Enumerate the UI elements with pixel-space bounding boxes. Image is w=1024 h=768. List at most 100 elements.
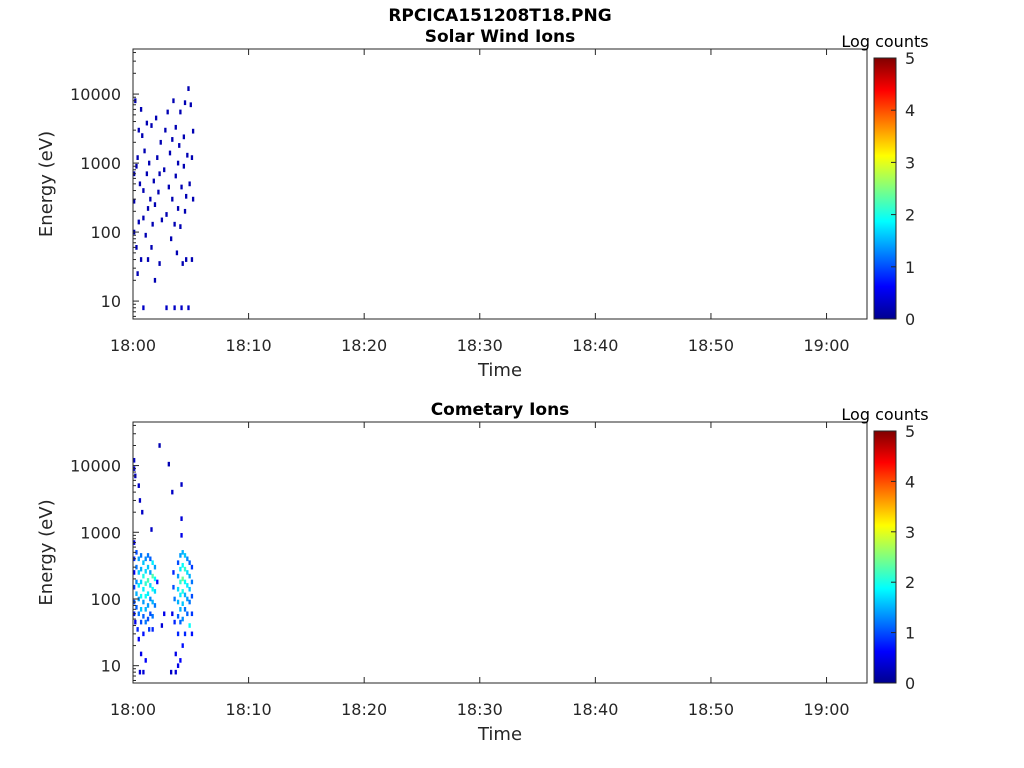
heatmap-cell (174, 124, 177, 130)
heatmap-cell (182, 134, 186, 140)
heatmap-cell (169, 236, 173, 242)
heatmap-cell (173, 221, 176, 227)
heatmap-cell (166, 109, 169, 115)
heatmap-cell (142, 560, 145, 565)
panel-cometary-ions: 18:00 18:10 18:20 18:30 18:40 18:50 19:0010100… (36, 400, 929, 745)
heatmap-cell (176, 586, 180, 592)
heatmap-cell (142, 631, 145, 637)
heatmap-cell (188, 181, 191, 187)
heatmap-cell (179, 592, 182, 598)
x-tick-label: 18:40 (572, 336, 618, 355)
heatmap-cell (158, 171, 161, 177)
x-tick-label: 18:20 (341, 700, 387, 719)
heatmap-cell (154, 115, 158, 121)
heatmap-cell (144, 581, 147, 586)
heatmap-cell (149, 583, 152, 588)
heatmap-cell (153, 603, 157, 608)
heatmap-cell (135, 605, 138, 610)
heatmap-cell (180, 516, 183, 521)
plot-area (133, 422, 867, 683)
heatmap-cell (137, 483, 140, 488)
heatmap-cell (136, 271, 139, 277)
heatmap-cell (181, 616, 184, 622)
heatmap-cell (176, 560, 180, 565)
heatmap-cell (139, 107, 143, 112)
heatmap-cell (137, 127, 140, 133)
heatmap-cell (167, 184, 170, 190)
heatmap-cell (139, 566, 143, 572)
x-tick-label: 18:30 (457, 336, 503, 355)
heatmap-cell (171, 196, 174, 202)
y-tick-label: 1000 (80, 154, 121, 173)
colorbar-tick-label: 2 (905, 573, 915, 592)
heatmap-cell (148, 160, 151, 166)
heatmap-cell (142, 188, 145, 193)
heatmap-cell (138, 181, 142, 187)
y-axis-label: Energy (eV) (36, 499, 57, 605)
heatmap-cell (172, 98, 175, 104)
heatmap-cell (190, 611, 194, 617)
heatmap-cell (174, 651, 177, 657)
heatmap-cell (190, 155, 194, 160)
heatmap-cell (142, 573, 145, 579)
colorbar-tick-label: 3 (905, 523, 915, 542)
colorbar-tick-label: 5 (905, 49, 915, 68)
heatmap-cell (174, 173, 177, 179)
heatmap-cell (135, 245, 138, 250)
heatmap-cell (146, 578, 150, 583)
heatmap-cell (180, 184, 183, 190)
heatmap-cell (149, 556, 152, 562)
heatmap-cell (158, 261, 161, 266)
heatmap-cell (156, 579, 159, 585)
heatmap-cell (179, 553, 182, 558)
heatmap-cell (144, 658, 147, 663)
heatmap-cell (136, 155, 139, 160)
heatmap-cell (151, 221, 154, 227)
heatmap-cell (146, 603, 150, 608)
heatmap-cell (138, 498, 142, 503)
heatmap-cell (160, 217, 164, 223)
y-tick-label: 1000 (80, 523, 121, 542)
x-tick-label: 18:10 (226, 700, 272, 719)
heatmap-cell (150, 245, 153, 250)
heatmap-cell (175, 250, 179, 256)
heatmap-cell (181, 601, 184, 606)
heatmap-cell (181, 576, 184, 582)
heatmap-cell (146, 616, 150, 622)
heatmap-cell (153, 576, 157, 582)
panel-title: Solar Wind Ions (425, 27, 576, 47)
heatmap-cell (183, 208, 187, 214)
x-tick-label: 19:00 (803, 336, 849, 355)
heatmap-cell (190, 631, 194, 637)
heatmap-cell (172, 584, 175, 590)
heatmap-cell (189, 102, 192, 108)
heatmap-cell (188, 599, 191, 605)
heatmap-cell (149, 196, 152, 202)
heatmap-cell (139, 593, 143, 599)
y-tick-label: 10 (101, 657, 121, 676)
heatmap-cell (139, 257, 143, 262)
heatmap-cell (172, 570, 175, 575)
heatmap-cell (139, 651, 143, 657)
heatmap-cell (185, 257, 188, 262)
colorbar (873, 430, 897, 684)
panel-title: Cometary Ions (431, 400, 570, 420)
x-tick-label: 18:00 (110, 336, 156, 355)
heatmap-cell (181, 562, 184, 568)
panel-solar-wind-ions: 18:00 18:10 18:20 18:30 18:40 18:50 19:0010100… (36, 27, 929, 381)
heatmap-cell (173, 305, 176, 311)
heatmap-cell (158, 443, 161, 448)
heatmap-cell (181, 261, 184, 266)
heatmap-cell (181, 643, 184, 648)
heatmap-cell (186, 583, 189, 588)
heatmap-cell (146, 553, 150, 558)
heatmap-cell (183, 100, 187, 106)
colorbar-label: Log counts (841, 32, 928, 51)
heatmap-cell (178, 143, 181, 148)
colorbar-tick-label: 0 (905, 674, 915, 693)
heatmap-cell (179, 658, 182, 663)
heatmap-cell (133, 570, 136, 575)
heatmap-cell (188, 586, 191, 592)
heatmap-cell (151, 586, 154, 592)
